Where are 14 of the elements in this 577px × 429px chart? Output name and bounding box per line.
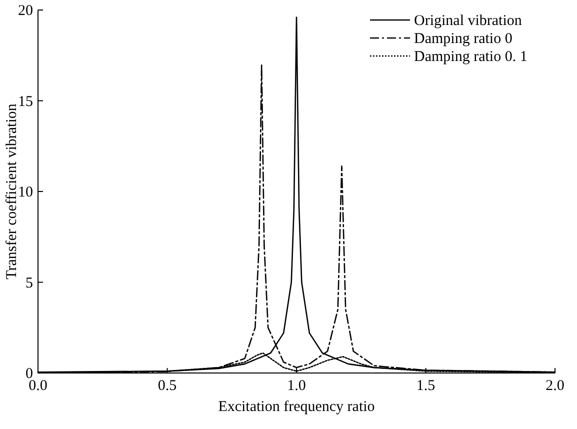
legend-label: Damping ratio 0: [414, 31, 512, 47]
y-axis-title: Transfer coefficient vibration: [4, 103, 20, 280]
x-tick-label: 2.0: [546, 378, 564, 394]
legend-label: Damping ratio 0. 1: [414, 49, 528, 65]
x-tick-label: 1.5: [416, 378, 436, 394]
x-axis-title: Excitation frequency ratio: [218, 399, 375, 415]
legend-label: Original vibration: [414, 13, 522, 29]
y-tick-label: 20: [18, 3, 33, 19]
y-tick-label: 10: [18, 184, 33, 200]
y-tick-label: 15: [18, 94, 33, 110]
y-tick-label: 5: [26, 275, 33, 292]
x-tick-label: 0.0: [28, 378, 48, 394]
x-tick-label: 0.5: [158, 378, 177, 394]
x-tick-label: 1.0: [287, 378, 306, 394]
